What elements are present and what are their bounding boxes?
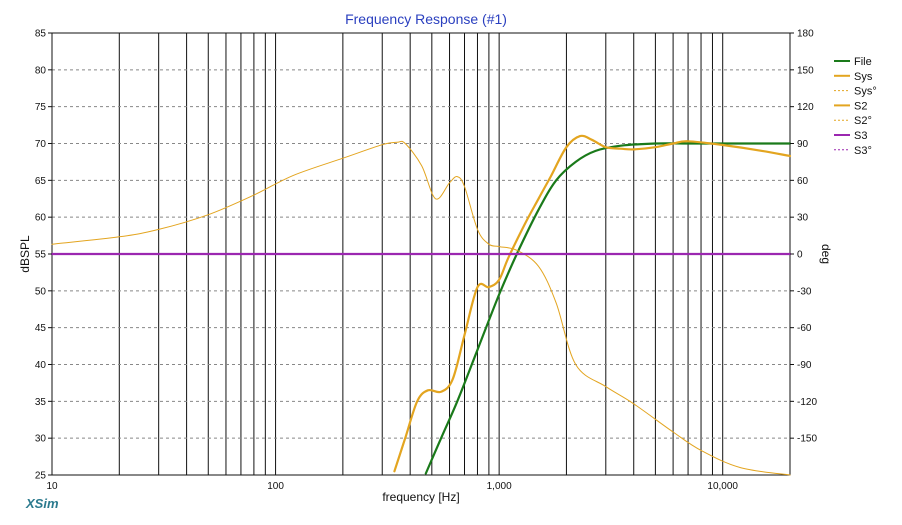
left-tick-label: 50 bbox=[35, 286, 47, 297]
y-axis-label: dBSPL bbox=[18, 235, 32, 273]
left-tick-label: 60 bbox=[35, 213, 47, 224]
x-tick-label: 1,000 bbox=[487, 481, 512, 492]
right-tick-label: 0 bbox=[797, 250, 803, 261]
chart-title: Frequency Response (#1) bbox=[345, 11, 507, 27]
right-tick-label: 90 bbox=[797, 139, 809, 150]
xsim-logo: XSim bbox=[25, 496, 59, 511]
legend-label: Sys bbox=[854, 71, 873, 83]
right-tick-label: 60 bbox=[797, 176, 809, 187]
left-tick-label: 35 bbox=[35, 397, 47, 408]
right-axis-ticks: -150 -120 -90 -60 -30 0 30 60 90 120 150 180 bbox=[790, 29, 817, 445]
left-tick-label: 55 bbox=[35, 250, 47, 261]
right-tick-label: -90 bbox=[797, 360, 812, 371]
left-tick-label: 45 bbox=[35, 323, 47, 334]
legend: File Sys Sys° S2 S2° S3 S3° bbox=[834, 56, 877, 157]
x-axis-label: frequency [Hz] bbox=[382, 490, 459, 504]
right-tick-label: 180 bbox=[797, 29, 814, 40]
right-tick-label: -120 bbox=[797, 397, 817, 408]
right-tick-label: 30 bbox=[797, 213, 809, 224]
left-tick-label: 25 bbox=[35, 471, 47, 482]
series-line-sys bbox=[393, 134, 792, 473]
legend-label: S3° bbox=[854, 145, 872, 157]
left-tick-label: 40 bbox=[35, 360, 47, 371]
x-tick-label: 10 bbox=[46, 481, 58, 492]
left-tick-label: 80 bbox=[35, 65, 47, 76]
right-tick-label: 150 bbox=[797, 65, 814, 76]
series-layer bbox=[50, 134, 792, 476]
right-tick-label: -60 bbox=[797, 323, 812, 334]
legend-label: File bbox=[854, 56, 872, 68]
x-axis-ticks: 10 100 1,000 10,000 bbox=[46, 481, 738, 492]
right-tick-label: 120 bbox=[797, 102, 814, 113]
left-tick-label: 65 bbox=[35, 176, 47, 187]
x-tick-label: 10,000 bbox=[707, 481, 738, 492]
left-tick-label: 30 bbox=[35, 434, 47, 445]
y2-axis-label: deg bbox=[819, 244, 833, 264]
legend-label: S2 bbox=[854, 100, 867, 112]
left-tick-label: 75 bbox=[35, 102, 47, 113]
left-tick-label: 85 bbox=[35, 29, 47, 40]
left-tick-label: 70 bbox=[35, 139, 47, 150]
legend-label: S2° bbox=[854, 115, 872, 127]
right-tick-label: -30 bbox=[797, 286, 812, 297]
legend-label: S3 bbox=[854, 130, 867, 142]
left-axis-ticks: 25 30 35 40 45 50 55 60 65 70 75 80 85 bbox=[35, 29, 52, 482]
series-line-sysphase bbox=[51, 140, 791, 476]
legend-label: Sys° bbox=[854, 86, 877, 98]
right-tick-label: -150 bbox=[797, 434, 817, 445]
x-tick-label: 100 bbox=[267, 481, 284, 492]
